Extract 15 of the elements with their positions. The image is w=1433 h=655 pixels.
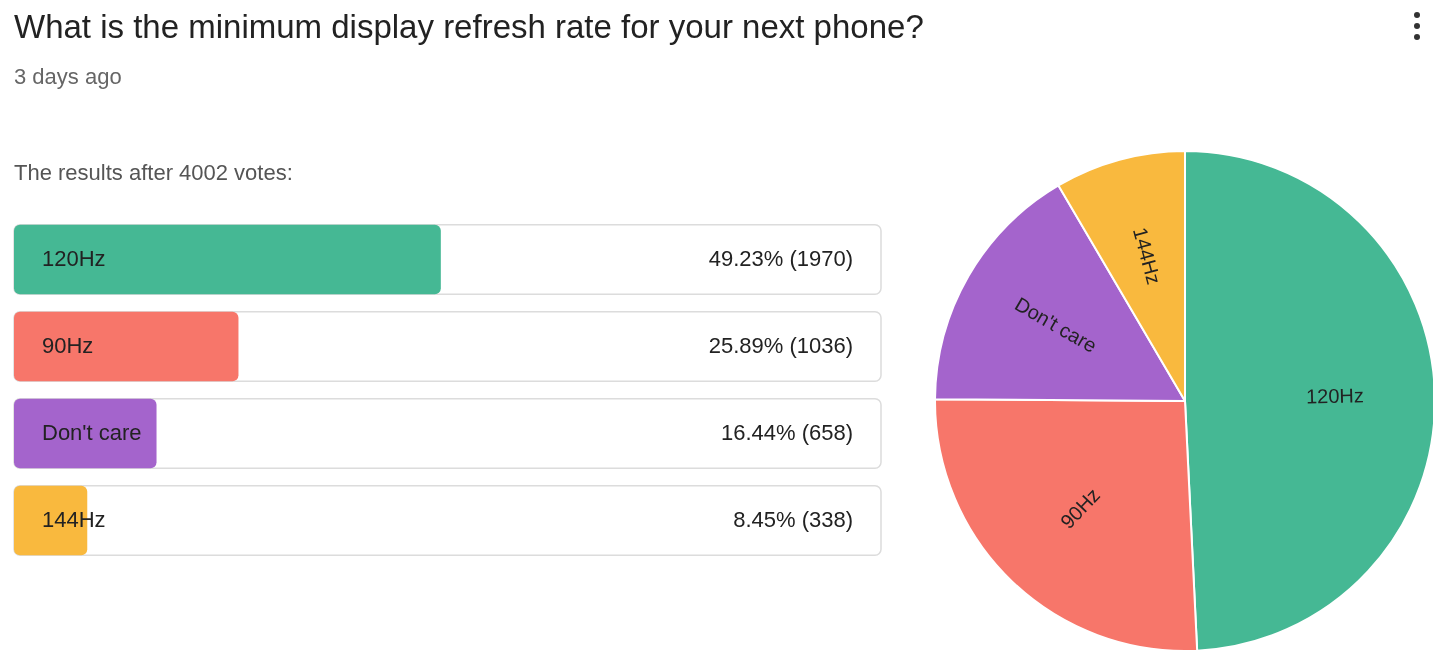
bar xyxy=(14,398,157,469)
slice-label: Don't care xyxy=(1011,292,1101,357)
data-label: 25.89% (1036) xyxy=(708,332,853,358)
chart-title: What is the minimum display refresh rate for your next phone? xyxy=(14,8,924,46)
slice-label: 144Hz xyxy=(1128,225,1166,287)
category-label: 120Hz xyxy=(42,245,106,271)
data-label: 16.44% (658) xyxy=(720,419,853,445)
slice-label: 120Hz xyxy=(1305,384,1365,408)
text: The results after 4002 votes: xyxy=(14,160,293,186)
category-label: Don't care xyxy=(42,419,142,445)
bar xyxy=(14,311,239,382)
category-label: 90Hz xyxy=(42,332,94,358)
data-label: 8.45% (338) xyxy=(733,506,853,532)
data-label: 49.23% (1970) xyxy=(708,245,853,271)
chart-subtitle: 3 days ago xyxy=(14,64,122,90)
